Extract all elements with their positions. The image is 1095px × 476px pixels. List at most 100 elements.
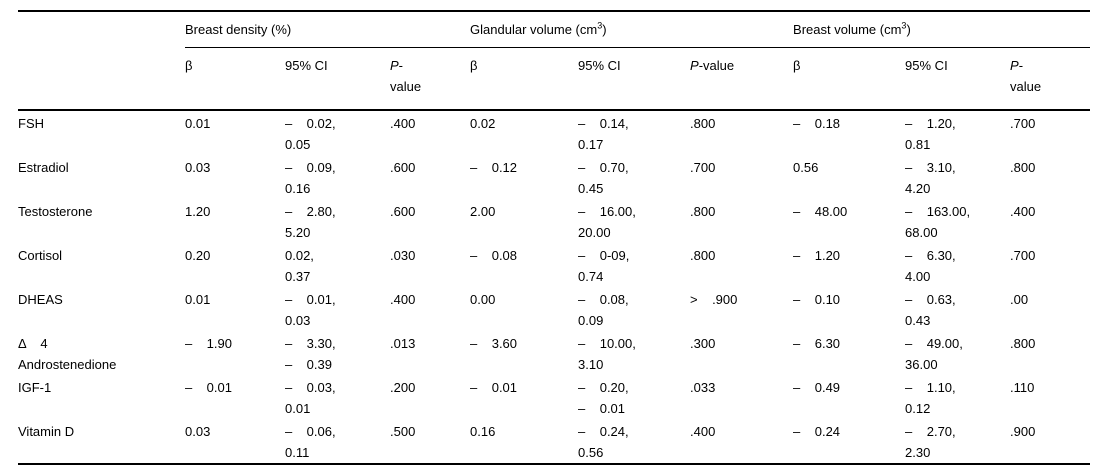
table-cell: .400 [390,292,416,307]
table-cell: – 1.20 [793,248,841,263]
table-cell: .013 [390,336,416,351]
group-title-sup: 3 [901,20,907,31]
p-label: P [1010,58,1019,73]
table-cell: 0.01 [185,292,211,307]
row-label: Testosterone [18,204,93,219]
group-header-breast-density: Breast density (%) [185,11,471,48]
table-cell: .600 [390,204,416,219]
table-cell: – 0.14, 0.17 [578,116,629,152]
table-cell: – 0.01 [470,380,518,395]
table-cell: 0.03 [185,424,211,439]
table-cell: 0.20 [185,248,211,263]
table-cell: – 48.00 [793,204,848,219]
corner-cell [18,47,185,111]
table-cell: – 0.18 [793,116,841,131]
table-cell: – 0.02, 0.05 [285,116,336,152]
table-cell: 2.00 [470,204,496,219]
group-header-glandular-volume: Glandular volume (cm3) [470,11,794,48]
p-label-rest: - value [1010,58,1042,94]
table-cell: – 0.08, 0.09 [578,292,629,328]
subheader-row: β 95% CI P- value β 95% CI P-value β 95%… [18,47,1091,111]
table-cell: – 1.90 [185,336,232,351]
table-cell: – 3.10, 4.20 [905,160,956,196]
table-cell: – 0-09, 0.74 [578,248,630,284]
row-label: Δ 4 Androstenedione [18,336,117,372]
col-header-beta: β [185,47,285,111]
table-cell: – 0.01 [185,380,232,395]
corner-cell [18,11,185,48]
row-label: IGF-1 [18,380,52,395]
table-cell: 0.03 [185,160,211,175]
table-row-cortisol: Cortisol 0.20 0.02, 0.37 .030 – 0.08 – 0… [18,243,1090,287]
col-header-pvalue: P-value [690,47,794,111]
table-cell: .400 [690,424,716,439]
table-cell: > .900 [690,292,738,307]
table-cell: – 0.09, 0.16 [285,160,336,196]
row-label: FSH [18,116,44,131]
group-title-suffix: ) [906,22,911,37]
table-cell: – 2.70, 2.30 [905,424,956,460]
row-label: Vitamin D [18,424,75,439]
table-cell: .800 [690,116,716,131]
table-cell: – 16.00, 20.00 [578,204,636,240]
table-cell: .700 [690,160,716,175]
col-header-ci: 95% CI [285,47,390,111]
table-cell: .400 [390,116,416,131]
table-cell: 0.02 [470,116,496,131]
row-label: DHEAS [18,292,63,307]
table-cell: – 1.10, 0.12 [905,380,956,416]
group-title-sup: 3 [597,20,603,31]
table-cell: 0.56 [793,160,819,175]
table-cell: – 3.60 [470,336,518,351]
table-cell: – 0.63, 0.43 [905,292,956,328]
table-cell: – 0.24, 0.56 [578,424,629,460]
p-label-rest: -value [698,58,735,73]
group-title: Breast density (%) [185,22,292,37]
table-cell: – 0.24 [793,424,841,439]
group-header-row: Breast density (%) Glandular volume (cm3… [18,11,1091,48]
table-cell: – 1.20, 0.81 [905,116,956,152]
table-row-vitamin-d: Vitamin D 0.03 – 0.06, 0.11 .500 0.16 – … [18,419,1090,464]
table-cell: .200 [390,380,416,395]
table-cell: – 6.30, 4.00 [905,248,956,284]
table-cell: – 0.10 [793,292,841,307]
table-cell: – 10.00, 3.10 [578,336,636,372]
table-row-androstenedione: Δ 4 Androstenedione – 1.90 – 3.30, – 0.3… [18,331,1090,375]
table-row-igf1: IGF-1 – 0.01 – 0.03, 0.01 .200 – 0.01 – … [18,375,1090,419]
group-header-breast-volume: Breast volume (cm3) [793,11,1091,48]
row-label: Cortisol [18,248,63,263]
table-cell: 0.00 [470,292,496,307]
col-header-pvalue: P- value [1010,47,1091,111]
table-cell: .800 [1010,336,1036,351]
table-cell: .800 [1010,160,1036,175]
table-cell: .033 [690,380,716,395]
table-cell: 0.16 [470,424,496,439]
table-cell: .00 [1010,292,1029,307]
table-cell: – 0.49 [793,380,841,395]
table-cell: – 6.30 [793,336,841,351]
row-label: Estradiol [18,160,69,175]
table-row-estradiol: Estradiol 0.03 – 0.09, 0.16 .600 – 0.12 … [18,155,1090,199]
table-cell: .900 [1010,424,1036,439]
p-label-rest: - value [390,58,422,94]
group-title: Glandular volume (cm [470,22,598,37]
table-cell: – 0.01, 0.03 [285,292,336,328]
p-label: P [390,58,399,73]
table-cell: .600 [390,160,416,175]
table-cell: 1.20 [185,204,211,219]
table-row-dheas: DHEAS 0.01 – 0.01, 0.03 .400 0.00 – 0.08… [18,287,1090,331]
table-cell: – 163.00, 68.00 [905,204,971,240]
table-cell: .500 [390,424,416,439]
table-cell: 0.02, 0.37 [285,248,314,284]
table-cell: .700 [1010,248,1036,263]
table-cell: .030 [390,248,416,263]
table-cell: – 0.20, – 0.01 [578,380,629,416]
table-row-testosterone: Testosterone 1.20 – 2.80, 5.20 .600 2.00… [18,199,1090,243]
table-cell: .300 [690,336,716,351]
col-header-ci: 95% CI [578,47,691,111]
group-title-suffix: ) [602,22,607,37]
table-cell: .110 [1010,380,1035,395]
col-header-pvalue: P- value [390,47,471,111]
group-title: Breast volume (cm [793,22,902,37]
table-cell: .400 [1010,204,1036,219]
